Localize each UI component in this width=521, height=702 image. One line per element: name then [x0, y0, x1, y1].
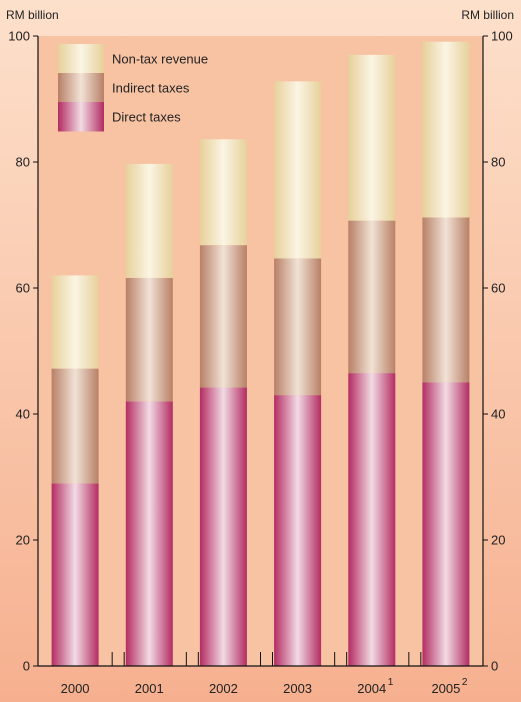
bar-direct-taxes-2004	[348, 373, 396, 666]
bar-direct-taxes-2005	[422, 382, 470, 666]
x-tick-label-2002: 2002	[209, 681, 238, 696]
legend-swatch-non-tax-revenue	[58, 44, 104, 74]
y-tick-label-right: 40	[491, 407, 505, 422]
x-tick-label-2005: 2005	[431, 681, 460, 696]
y-tick-label-right: 20	[491, 533, 505, 548]
bar-direct-taxes-2000	[51, 483, 99, 666]
y-tick-label-left: 60	[16, 281, 30, 296]
bar-non-tax-revenue-2005	[422, 41, 470, 218]
bar-direct-taxes-2002	[199, 387, 247, 666]
legend-label-non-tax-revenue: Non-tax revenue	[112, 52, 208, 67]
bar-direct-taxes-2001	[125, 401, 173, 666]
y-tick-label-right: 80	[491, 155, 505, 170]
x-tick-label-2004: 2004	[357, 681, 386, 696]
bar-indirect-taxes-2002	[199, 245, 247, 388]
legend-label-direct-taxes: Direct taxes	[112, 110, 181, 125]
bar-non-tax-revenue-2004	[348, 54, 396, 221]
y-axis-unit-right: RM billion	[461, 8, 514, 22]
y-tick-label-left: 0	[23, 659, 30, 674]
bar-direct-taxes-2003	[274, 395, 322, 666]
legend-label-indirect-taxes: Indirect taxes	[112, 81, 190, 96]
bar-indirect-taxes-2004	[348, 220, 396, 374]
x-tick-label-2001: 2001	[135, 681, 164, 696]
x-tick-footnote-2005: 2	[462, 677, 468, 688]
bar-indirect-taxes-2000	[51, 368, 99, 484]
y-tick-label-right: 0	[491, 659, 498, 674]
x-tick-footnote-2004: 1	[388, 677, 394, 688]
bar-non-tax-revenue-2001	[125, 163, 173, 278]
x-tick-label-2003: 2003	[283, 681, 312, 696]
y-axis-unit-left: RM billion	[6, 8, 59, 22]
legend-swatch-indirect-taxes	[58, 73, 104, 103]
bar-indirect-taxes-2005	[422, 217, 470, 383]
bar-non-tax-revenue-2002	[199, 139, 247, 246]
y-tick-label-right: 100	[491, 29, 513, 44]
bar-non-tax-revenue-2003	[274, 81, 322, 259]
y-tick-label-left: 20	[16, 533, 30, 548]
y-tick-label-left: 80	[16, 155, 30, 170]
bar-indirect-taxes-2003	[274, 258, 322, 396]
y-tick-label-left: 40	[16, 407, 30, 422]
x-tick-label-2000: 2000	[61, 681, 90, 696]
bar-non-tax-revenue-2000	[51, 275, 99, 369]
bar-indirect-taxes-2001	[125, 277, 173, 402]
y-tick-label-left: 100	[8, 29, 30, 44]
plot-area	[38, 36, 483, 666]
y-tick-label-right: 60	[491, 281, 505, 296]
legend-swatch-direct-taxes	[58, 102, 104, 132]
